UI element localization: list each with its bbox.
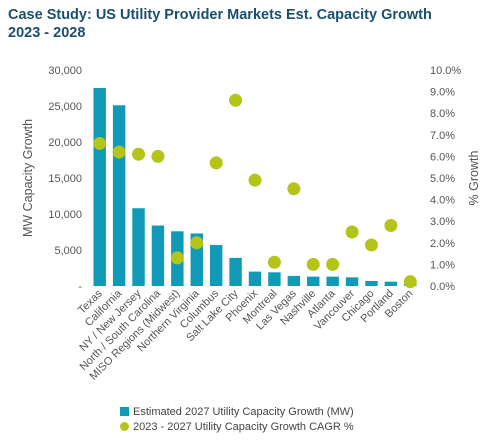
bar-1 xyxy=(93,88,106,286)
y-axis-label-left: MW Capacity Growth xyxy=(21,119,35,237)
bar-15 xyxy=(365,280,378,286)
dot-9 xyxy=(248,173,262,187)
chart-title: Case Study: US Utility Provider Markets … xyxy=(8,6,498,42)
bar-12 xyxy=(307,276,320,286)
left-tick-label: 25,000 xyxy=(48,101,82,113)
dot-5 xyxy=(170,251,184,265)
legend-swatch-dot xyxy=(120,422,129,431)
left-tick-label: 20,000 xyxy=(48,137,82,149)
right-tick-label: 9.0% xyxy=(430,87,455,99)
dot-8 xyxy=(229,93,243,107)
legend-item-dots: 2023 - 2027 Utility Capacity Growth CAGR… xyxy=(120,419,354,434)
legend-label-bars: Estimated 2027 Utility Capacity Growth (… xyxy=(133,405,354,418)
left-tick-label: - xyxy=(78,281,82,293)
dot-13 xyxy=(326,257,340,271)
dot-10 xyxy=(267,255,281,269)
right-tick-label: 3.0% xyxy=(430,216,455,228)
chart-title-line-2: 2023 - 2028 xyxy=(8,25,86,41)
bar-14 xyxy=(345,277,359,286)
right-tick-label: 10.0% xyxy=(430,65,461,77)
bar-11 xyxy=(287,275,301,286)
legend-item-bars: Estimated 2027 Utility Capacity Growth (… xyxy=(120,404,354,419)
bar-9 xyxy=(248,271,262,286)
left-tick-label: 15,000 xyxy=(48,173,82,185)
bar-13 xyxy=(326,276,339,286)
left-tick-label: 10,000 xyxy=(48,209,82,221)
right-tick-label: 0.0% xyxy=(430,281,455,293)
right-tick-label: 8.0% xyxy=(430,108,455,120)
dot-6 xyxy=(190,236,204,250)
dot-15 xyxy=(364,238,378,252)
y-axis-label-right: % Growth xyxy=(467,151,481,206)
chart-title-line-1: Case Study: US Utility Provider Markets … xyxy=(8,7,432,23)
dot-12 xyxy=(306,257,320,271)
bar-4 xyxy=(151,225,165,286)
legend: Estimated 2027 Utility Capacity Growth (… xyxy=(120,404,354,434)
bar-3 xyxy=(132,208,145,286)
left-tick-label: 30,000 xyxy=(48,65,82,77)
dot-2 xyxy=(112,145,126,159)
right-tick-label: 7.0% xyxy=(430,130,455,142)
right-tick-label: 6.0% xyxy=(430,151,455,163)
bar-series xyxy=(93,88,417,286)
right-tick-label: 5.0% xyxy=(430,173,455,185)
bar-7 xyxy=(209,244,223,286)
dot-3 xyxy=(132,147,146,161)
right-tick-label: 2.0% xyxy=(430,238,455,250)
bar-10 xyxy=(268,272,281,286)
right-tick-label: 1.0% xyxy=(430,259,455,271)
right-axis: 0.0% 1.0% 2.0% 3.0% 4.0% 5.0% 6.0% 7.0% 8.0% 9.0%… xyxy=(430,65,461,293)
bar-2 xyxy=(112,105,126,286)
dot-4 xyxy=(151,149,165,163)
left-tick-label: 5,000 xyxy=(54,245,82,257)
legend-swatch-bar xyxy=(120,407,129,416)
right-tick-label: 4.0% xyxy=(430,195,455,207)
legend-label-dots: 2023 - 2027 Utility Capacity Growth CAGR… xyxy=(133,420,354,433)
bar-8 xyxy=(229,257,242,286)
dot-7 xyxy=(209,156,223,170)
bar-16 xyxy=(384,281,398,286)
scatter-series xyxy=(93,93,417,289)
dot-14 xyxy=(345,225,359,239)
left-axis: - 5,000 10,000 15,000 20,000 25,000 30,000 xyxy=(48,65,82,293)
dot-17 xyxy=(403,275,417,289)
dot-16 xyxy=(384,219,398,233)
dot-1 xyxy=(93,136,107,150)
dot-11 xyxy=(287,182,301,196)
